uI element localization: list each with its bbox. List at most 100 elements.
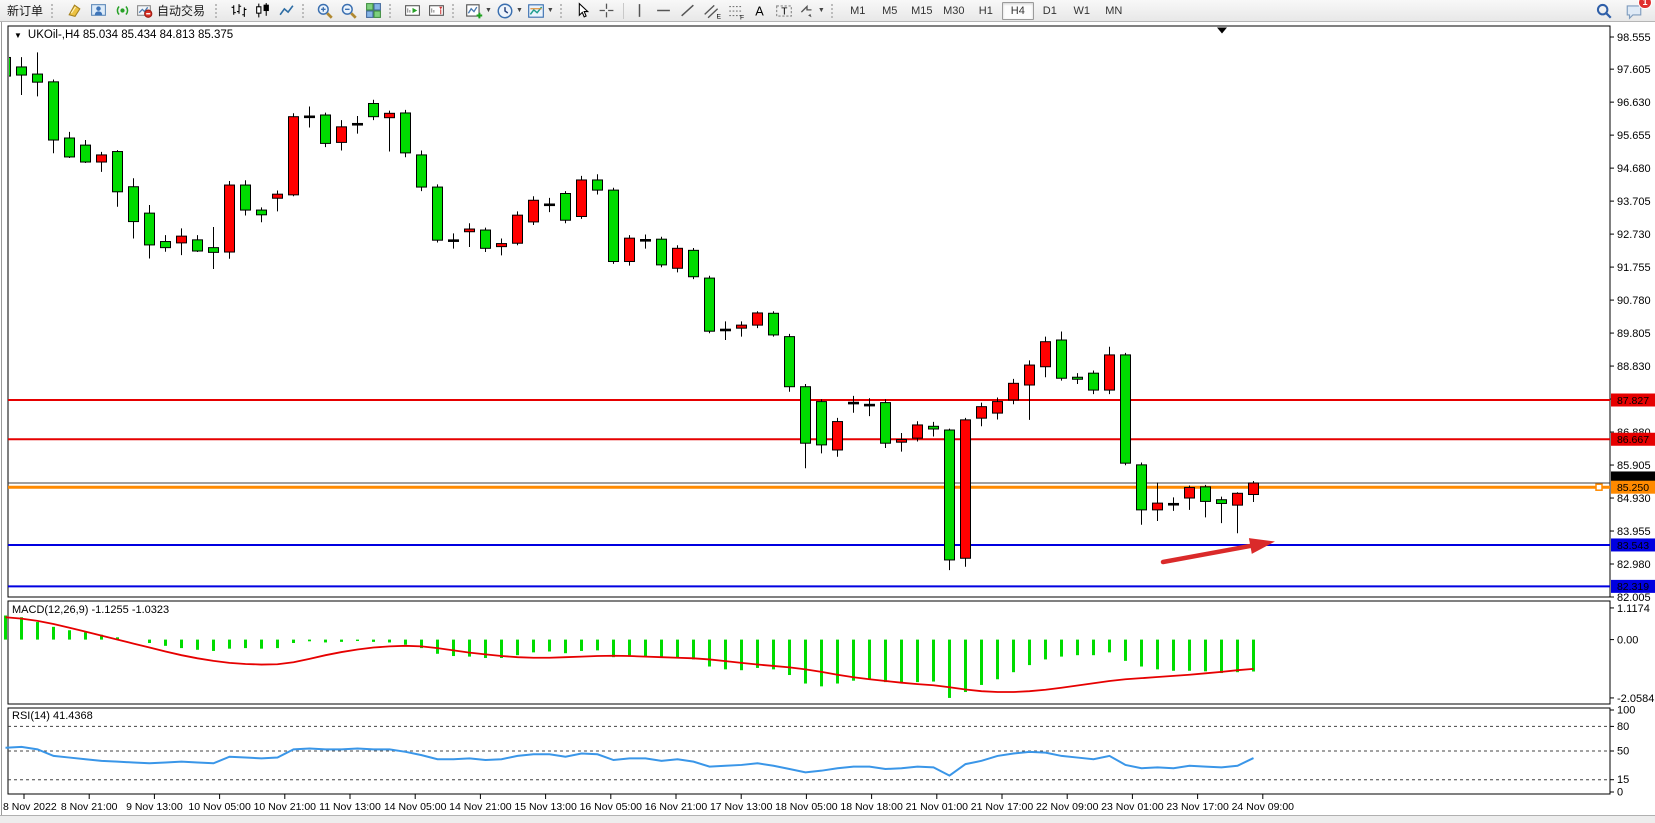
time-axis-label: 23 Nov 01:00 (1101, 801, 1164, 813)
crosshair-button[interactable] (595, 1, 619, 21)
annotation-arrow[interactable] (1160, 543, 1253, 565)
price-tick-label: 83.955 (1617, 526, 1651, 538)
broadcast-button[interactable] (110, 1, 134, 21)
horizontal-line-button[interactable] (652, 1, 676, 21)
candlestick (1184, 487, 1195, 499)
macd-axis-label: 0.00 (1617, 635, 1638, 647)
dropdown-caret: ▼ (546, 7, 554, 14)
user-window-button[interactable] (86, 1, 110, 21)
line-chart-icon (279, 5, 294, 16)
candlestick (976, 406, 987, 419)
chart-shift-icon (428, 5, 444, 16)
timeframe-button-H4[interactable]: H4 (1001, 1, 1034, 20)
candlestick (1232, 492, 1243, 506)
toolbar-grip[interactable] (389, 3, 394, 18)
candlestick (816, 401, 827, 446)
toolbar-grip[interactable] (830, 3, 836, 18)
price-tick-label: 85.905 (1617, 460, 1651, 472)
status-strip (0, 815, 1655, 823)
candlestick (880, 402, 891, 444)
zoom-out-button[interactable] (337, 1, 361, 21)
toolbar-grip[interactable] (215, 3, 220, 18)
candlestick-chart-button[interactable] (250, 1, 274, 21)
rsi-line (5, 745, 1254, 777)
candlestick (432, 186, 443, 241)
candlestick (288, 116, 299, 196)
zoom-out-icon (341, 3, 357, 19)
candlestick (192, 239, 203, 252)
new-order-button[interactable]: 新订单 (3, 1, 47, 21)
candlestick (624, 237, 635, 263)
chart-shift-button[interactable] (424, 1, 448, 21)
equidistant-channel-icon: E (704, 4, 721, 20)
timeframe-button-MN[interactable]: MN (1105, 4, 1123, 17)
equidistant-channel-button[interactable]: E (700, 1, 724, 21)
text-button[interactable]: A (748, 1, 772, 21)
toolbar-grip[interactable] (452, 3, 457, 18)
candlestick (944, 429, 955, 561)
cursor-button[interactable] (571, 1, 595, 21)
notifications-button[interactable]: 1 (1622, 0, 1652, 21)
time-axis-label: 17 Nov 13:00 (710, 801, 773, 813)
timeframe-button-M5[interactable]: M5 (882, 4, 898, 17)
price-tick-label: 93.705 (1617, 196, 1651, 208)
timeframe-button-M30[interactable]: M30 (943, 4, 965, 17)
shift-marker-icon[interactable] (1217, 27, 1227, 34)
price-tick-label: 98.555 (1617, 32, 1651, 44)
candlestick (512, 214, 523, 244)
line-chart-button[interactable] (274, 1, 298, 21)
new-order-label: 新订单 (7, 4, 44, 18)
candlestick (864, 403, 875, 407)
candlestick (304, 115, 315, 119)
chart-window[interactable]: 98.555 97.605 96.630 95.655 94.680 93.705 92.7… (0, 22, 1655, 823)
candlestick (1104, 354, 1115, 391)
candlestick (928, 425, 939, 430)
candlestick (48, 81, 59, 141)
time-axis-label: 8 Nov 21:00 (61, 801, 118, 813)
auto-scroll-button[interactable] (400, 1, 424, 21)
timeframe-button-M1[interactable]: M1 (850, 4, 866, 17)
candlestick (1216, 499, 1227, 504)
timeframe-button-M15[interactable]: M15 (911, 4, 933, 17)
tile-windows-button[interactable] (361, 1, 385, 21)
annotation-arrow-head[interactable] (1248, 538, 1275, 554)
line-drag-handle[interactable] (1595, 483, 1603, 491)
candlestick (608, 189, 619, 263)
indicators-button[interactable]: ▼ (463, 1, 494, 21)
vertical-line-icon (639, 4, 641, 17)
time-axis-label: 16 Nov 05:00 (580, 801, 643, 813)
macd-axis-label: 1.1174 (1617, 603, 1650, 615)
cursor-icon (579, 2, 590, 18)
toolbar-grip[interactable] (51, 3, 56, 18)
candlestick (1024, 364, 1035, 386)
candlestick (736, 324, 747, 329)
zoom-in-button[interactable] (313, 1, 337, 21)
trendline-button[interactable] (676, 1, 700, 21)
candlestick (832, 421, 843, 451)
shapes-button[interactable]: ▼ (796, 1, 827, 21)
gold-document-button[interactable] (62, 1, 86, 21)
periods-icon (497, 3, 513, 18)
candlestick (528, 199, 539, 223)
templates-button[interactable]: ▼ (525, 1, 556, 21)
vertical-line-button[interactable] (628, 1, 652, 21)
text-label-icon: T (775, 4, 792, 17)
toolbar-separator (622, 2, 624, 19)
candlestick (160, 241, 171, 249)
toolbar-grip[interactable] (302, 3, 307, 18)
search-button[interactable] (1592, 1, 1616, 21)
periods-button[interactable]: ▼ (494, 1, 525, 21)
time-axis-label: 24 Nov 09:00 (1232, 801, 1295, 813)
autotrade-button[interactable]: 自动交易 (134, 1, 211, 21)
timeframe-button-H1[interactable]: H1 (978, 4, 993, 17)
toolbar-grip[interactable] (559, 3, 565, 18)
candlestick (448, 239, 459, 242)
fibonacci-button[interactable]: F (724, 1, 748, 21)
timeframe-button-W1[interactable]: W1 (1073, 4, 1091, 17)
gold-document-icon (67, 4, 81, 17)
candlestick (784, 336, 795, 388)
text-label-button[interactable]: T (772, 1, 796, 21)
timeframe-button-D1[interactable]: D1 (1042, 4, 1057, 17)
bar-chart-button[interactable] (226, 1, 250, 21)
candlestick (144, 212, 155, 246)
